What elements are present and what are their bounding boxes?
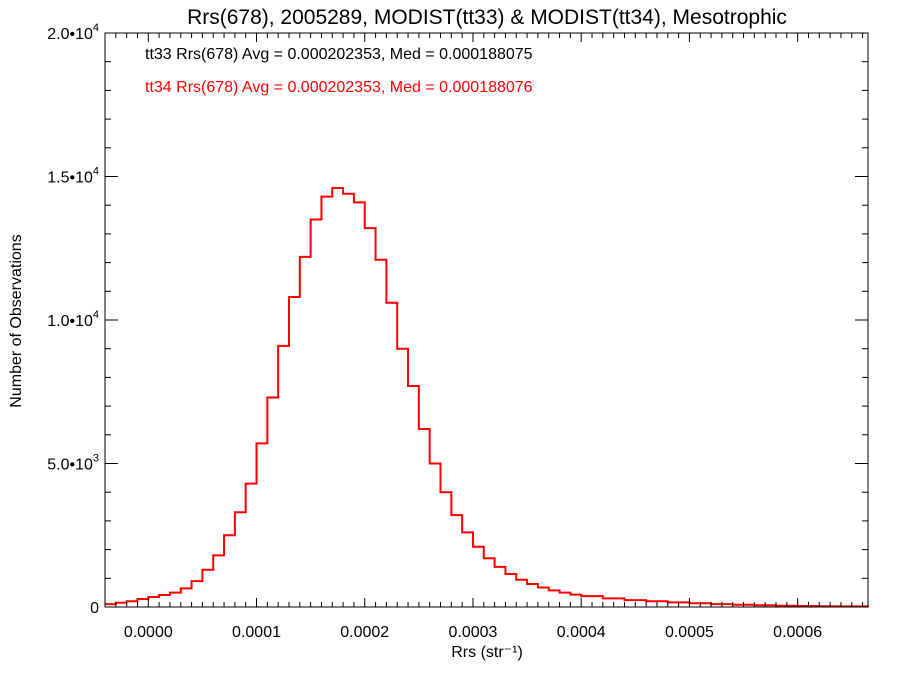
histogram-point [537,586,539,589]
histogram-point [407,385,409,387]
histogram-point [374,259,377,261]
x-tick-label: 0.0004 [557,624,606,641]
histogram-point [569,594,571,596]
y-tick-base: 10 [75,170,93,187]
histogram-point [147,596,149,598]
histogram-point [645,600,647,602]
histogram-point [277,345,279,347]
x-tick-label: 0.0001 [232,624,281,641]
histogram-point [201,569,204,571]
plot-frame [104,32,869,608]
y-tick-mantissa: 5.0• [47,457,75,474]
histogram-point [331,187,333,189]
histogram-point [429,462,431,465]
histogram-point [190,580,193,582]
histogram-point [602,597,604,599]
histogram-point [504,573,507,575]
histogram-series-line [105,186,869,608]
y-tick-mantissa: 1.5• [47,170,75,187]
histogram-point [515,579,517,581]
y-tick-label: 2.0•104 [47,22,99,43]
y-tick-base: 10 [75,26,93,43]
histogram-point [223,534,225,536]
histogram-point [418,428,420,430]
histogram-point [245,482,247,485]
histogram-point [266,396,268,399]
histogram-point [548,589,550,591]
histogram-point [136,598,139,600]
annotation-tt34: tt34 Rrs(678) Avg = 0.000202353, Med = 0… [145,79,533,96]
x-tick-label: 0.0003 [449,624,498,641]
histogram-point [623,599,626,601]
histogram-point [180,587,182,589]
y-tick-label: 0 [90,600,99,617]
histogram-point [255,442,258,445]
y-axis-label: Number of Observations [8,234,25,407]
x-axis-label: Rrs (str⁻¹) [451,644,523,661]
x-tick-label: 0.0005 [665,624,714,641]
annotation-tt33: tt33 Rrs(678) Avg = 0.000202353, Med = 0… [145,46,533,63]
histogram-point [364,227,366,229]
histogram-point [483,557,485,559]
y-tick-label: 1.5•104 [47,166,99,187]
y-tick-label: 5.0•103 [47,453,99,474]
y-tick-base: 10 [75,313,93,330]
y-tick-mantissa: 2.0• [47,26,75,43]
histogram-point [126,600,128,602]
x-tick-label: 0.0000 [124,624,173,641]
histogram-point [461,531,463,533]
histogram-point [558,592,561,594]
y-tick-exponent: 4 [93,309,99,321]
histogram-point [299,256,301,258]
x-tick-label: 0.0002 [340,624,389,641]
histogram-point [450,514,452,516]
y-tick-exponent: 4 [93,166,99,178]
y-tick-exponent: 3 [93,453,99,465]
histogram-point [288,296,290,298]
histogram-point [310,218,312,221]
x-tick-label: 0.0006 [773,624,822,641]
histogram-point [212,554,214,556]
histogram-point [396,348,398,350]
histogram-point [385,302,387,304]
histogram-point [320,195,323,198]
y-tick-exponent: 4 [93,22,99,34]
histogram-point [439,491,442,493]
histogram-point [158,594,160,596]
histogram-point [169,592,171,594]
histogram-point [234,511,236,513]
histogram-point [342,193,344,195]
y-tick-mantissa: 1.0• [47,313,75,330]
histogram-point [580,595,582,597]
histogram-point [494,566,496,568]
y-tick-base: 10 [75,457,93,474]
histogram-point [472,546,474,548]
y-tick-mantissa: 0 [90,600,99,617]
y-tick-label: 1.0•104 [47,309,99,330]
histogram-point [526,583,528,585]
chart-title: Rrs(678), 2005289, MODIST(tt33) & MODIST… [187,6,787,29]
histogram-point [353,201,355,203]
